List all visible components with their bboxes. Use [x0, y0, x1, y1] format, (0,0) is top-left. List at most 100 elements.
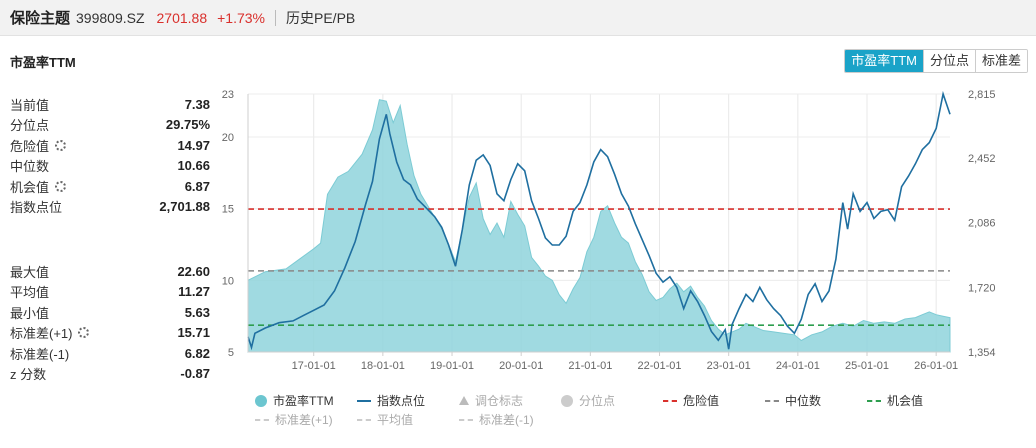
legend-symbol [867, 399, 881, 402]
stat-top-row-2: 危险值 14.97 [10, 135, 210, 156]
index-line [247, 90, 951, 351]
stat-label: 危险值 [10, 136, 67, 155]
x-tick-label: 19-01-01 [430, 360, 474, 372]
stat-value: 7.38 [184, 96, 210, 112]
stat-top-row-0: 当前值 7.38 [10, 94, 210, 115]
chart-legend: 市盈率TTM 指数点位 调仓标志 分位点 危险值 中位数 机会值 标准差(+1) 平均值 标准差… [255, 391, 975, 429]
legend-symbol [255, 394, 267, 407]
x-tick-label: 24-01-01 [776, 360, 820, 372]
x-tick-label: 23-01-01 [707, 360, 751, 372]
left-tick-label: 5 [228, 347, 234, 359]
stat-value: -0.87 [180, 366, 210, 382]
left-tick-label: 20 [222, 132, 234, 144]
x-tick-label: 26-01-01 [914, 360, 958, 372]
legend-item2-0[interactable]: 标准差(+1) [255, 411, 357, 428]
legend-label: 危险值 [683, 394, 720, 408]
stat-value: 29.75% [165, 117, 210, 133]
stat-value: 5.63 [184, 304, 210, 320]
legend-item-5[interactable]: 中位数 [765, 392, 867, 409]
legend-symbol [255, 418, 269, 421]
legend-label: 标准差(+1) [275, 413, 333, 427]
index-price: 2701.88 [156, 9, 208, 26]
stat-bottom-row-5: z 分数 -0.87 [10, 364, 210, 385]
left-tick-label: 15 [222, 204, 234, 216]
legend-label: 标准差(-1) [479, 413, 534, 427]
stat-value: 22.60 [177, 263, 210, 279]
stat-value: 14.97 [177, 137, 210, 153]
stat-label: 平均值 [10, 285, 50, 301]
legend-symbol [765, 399, 779, 402]
stat-top-row-4: 机会值 6.87 [10, 176, 210, 197]
stats-top: 当前值 7.38 分位点 29.75% 危险值 14.97 中位数 10.66 机会值 6.87 指… [10, 94, 210, 217]
legend-item-1[interactable]: 指数点位 [357, 392, 459, 409]
stat-label: 标准差(+1) [10, 323, 90, 342]
x-tick-label: 25-01-01 [845, 360, 889, 372]
x-tick-label: 18-01-01 [361, 360, 405, 372]
panel-title: 市盈率TTM [10, 55, 76, 70]
legend-label: 中位数 [785, 394, 822, 408]
header-divider [275, 9, 276, 26]
tab-2[interactable]: 标准差 [974, 50, 1027, 72]
stats-bottom: 最大值 22.60 平均值 11.27 最小值 5.63 标准差(+1) 15.71 标准差(-… [10, 261, 210, 384]
legend-item2-2[interactable]: 标准差(-1) [459, 411, 561, 428]
header-bar: 保险主题 399809.SZ 2701.88 +1.73% 历史PE/PB [0, 0, 1036, 36]
legend-item-6[interactable]: 机会值 [867, 392, 969, 409]
tab-1[interactable]: 分位点 [922, 50, 975, 72]
right-tick-label: 1,354 [968, 347, 996, 359]
right-tick-label: 2,452 [968, 153, 996, 165]
x-tick-label: 21-01-01 [568, 360, 612, 372]
legend-label: 市盈率TTM [273, 394, 334, 408]
stat-label: 当前值 [10, 97, 50, 113]
stat-top-row-3: 中位数 10.66 [10, 156, 210, 177]
right-tick-label: 2,086 [968, 218, 996, 230]
stat-label: 机会值 [10, 177, 67, 196]
legend-label: 调仓标志 [475, 394, 524, 408]
stat-label: 中位数 [10, 159, 50, 175]
history-pe-pb-link[interactable]: 历史PE/PB [286, 9, 356, 26]
right-tick-label: 2,815 [968, 89, 996, 101]
gear-icon[interactable] [55, 180, 67, 192]
stat-bottom-row-1: 平均值 11.27 [10, 282, 210, 303]
stat-top-row-5: 指数点位 2,701.88 [10, 197, 210, 218]
index-change: +1.73% [217, 9, 265, 26]
stat-label: 最小值 [10, 305, 50, 321]
stat-label: 标准差(-1) [10, 346, 70, 362]
tab-0[interactable]: 市盈率TTM [845, 50, 923, 72]
gear-icon[interactable] [78, 327, 90, 339]
stat-label: 分位点 [10, 118, 50, 134]
legend-symbol [459, 396, 469, 405]
stat-label: 指数点位 [10, 200, 63, 216]
legend-symbol [357, 399, 371, 402]
legend-symbol [357, 418, 371, 421]
stat-top-row-1: 分位点 29.75% [10, 115, 210, 136]
left-tick-label: 10 [222, 275, 234, 287]
stat-bottom-row-2: 最小值 5.63 [10, 302, 210, 323]
gear-icon[interactable] [55, 139, 67, 151]
pe-area [247, 99, 951, 353]
stat-value: 11.27 [178, 284, 210, 300]
legend-row-1: 市盈率TTM 指数点位 调仓标志 分位点 危险值 中位数 机会值 [255, 391, 975, 410]
legend-symbol [663, 399, 677, 402]
legend-label: 指数点位 [377, 394, 426, 408]
left-tick-label: 23 [222, 89, 234, 101]
legend-item-0[interactable]: 市盈率TTM [255, 392, 357, 409]
legend-label: 平均值 [377, 413, 414, 427]
stat-label: 最大值 [10, 264, 50, 280]
stat-bottom-row-3: 标准差(+1) 15.71 [10, 323, 210, 344]
index-title: 保险主题 [10, 10, 71, 27]
stat-value: 15.71 [177, 325, 210, 341]
legend-item-3[interactable]: 分位点 [561, 392, 663, 409]
legend-row-2: 标准差(+1) 平均值 标准差(-1) [255, 410, 975, 429]
legend-item2-1[interactable]: 平均值 [357, 411, 459, 428]
legend-item-2[interactable]: 调仓标志 [459, 392, 561, 409]
stat-bottom-row-0: 最大值 22.60 [10, 261, 210, 282]
x-tick-label: 22-01-01 [637, 360, 681, 372]
legend-symbol [459, 418, 473, 421]
right-tick-label: 1,720 [968, 282, 996, 294]
pe-chart: 5 10 15 20 23 1,354 1,720 2,086 2,452 2,815 17-01-… [222, 89, 996, 372]
legend-label: 分位点 [579, 394, 616, 408]
x-tick-label: 17-01-01 [292, 360, 336, 372]
stat-value: 6.82 [184, 345, 210, 361]
stat-value: 2,701.88 [159, 199, 210, 215]
legend-item-4[interactable]: 危险值 [663, 392, 765, 409]
